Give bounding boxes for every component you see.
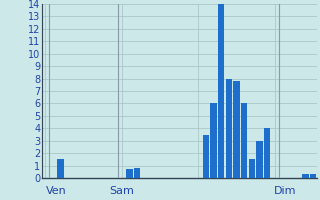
Bar [249, 159, 255, 178]
Bar [241, 103, 247, 178]
Bar [134, 168, 140, 178]
Bar [210, 103, 217, 178]
Bar [302, 174, 308, 178]
Bar [256, 141, 263, 178]
Bar [226, 79, 232, 178]
Bar [203, 134, 209, 178]
Bar [218, 4, 225, 178]
Bar [233, 81, 240, 178]
Bar [264, 128, 270, 178]
Bar [126, 169, 133, 178]
Text: Ven: Ven [46, 186, 67, 196]
Bar [310, 174, 316, 178]
Text: Dim: Dim [274, 186, 296, 196]
Bar [58, 159, 64, 178]
Text: Sam: Sam [109, 186, 134, 196]
